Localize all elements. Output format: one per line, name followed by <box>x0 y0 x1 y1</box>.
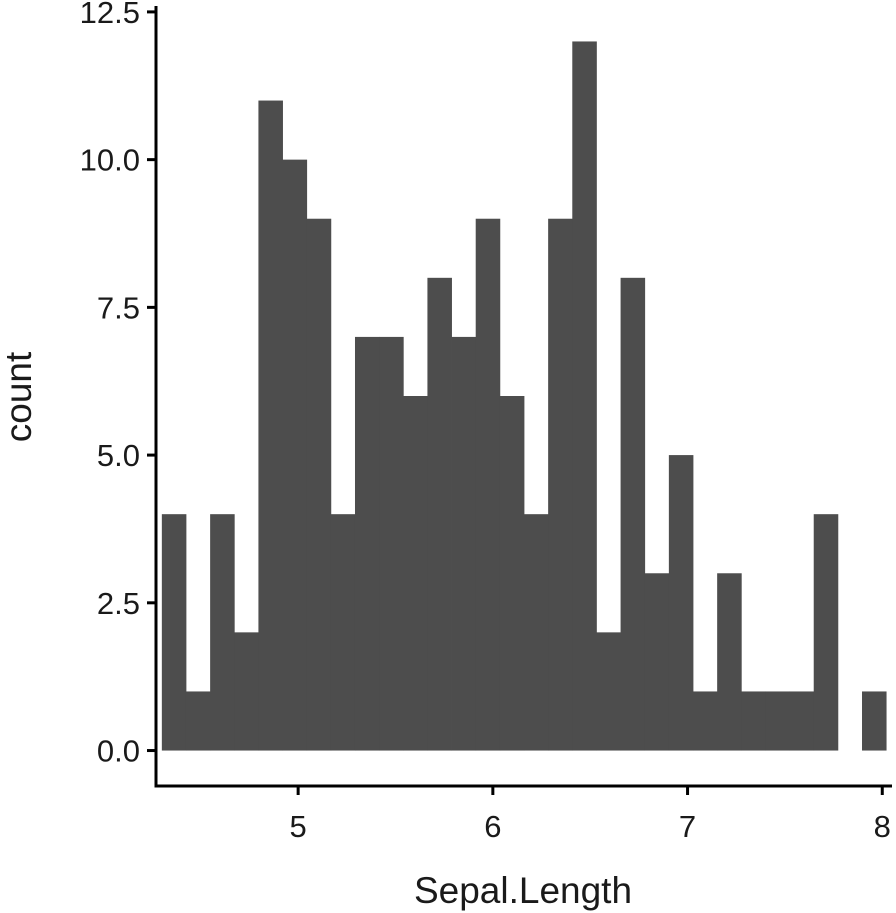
histogram-bar <box>765 691 790 751</box>
histogram-bar <box>572 41 597 751</box>
histogram-bar <box>717 573 742 751</box>
histogram-bar <box>813 514 839 751</box>
bars-group <box>161 41 887 751</box>
histogram-bar <box>306 218 332 751</box>
histogram-bar <box>741 691 766 751</box>
y-axis: 0.0 2.5 5.0 7.5 10.0 12.5 <box>80 0 158 787</box>
y-tick-label: 5.0 <box>97 438 140 473</box>
histogram-bar <box>403 396 428 751</box>
histogram-bar <box>789 691 815 751</box>
x-tick-label: 5 <box>290 809 307 844</box>
histogram-bar <box>161 514 187 751</box>
histogram-bar <box>548 218 573 751</box>
y-tick-label: 0.0 <box>97 734 140 769</box>
x-axis-title: Sepal.Length <box>414 870 632 911</box>
y-tick-label: 12.5 <box>80 0 140 30</box>
histogram-bar <box>596 632 621 751</box>
histogram-bar <box>862 691 887 751</box>
histogram-bar <box>258 100 283 751</box>
x-tick-label: 7 <box>679 809 696 844</box>
x-axis: 5 6 7 8 <box>154 784 892 844</box>
histogram-bar <box>185 691 211 751</box>
x-tick-label: 6 <box>484 809 501 844</box>
y-tick-label: 7.5 <box>97 290 140 325</box>
histogram-bar <box>668 455 694 751</box>
histogram-bar <box>693 691 718 751</box>
x-tick-label: 8 <box>874 809 891 844</box>
histogram-bar <box>282 159 308 751</box>
histogram-bar <box>475 218 501 751</box>
histogram-bar <box>499 396 525 751</box>
histogram-bar <box>354 336 380 751</box>
y-axis-title: count <box>0 351 39 442</box>
histogram-bar <box>524 514 549 751</box>
histogram-bar <box>210 514 235 751</box>
y-tick-label: 2.5 <box>97 586 140 621</box>
histogram-bar <box>234 632 259 751</box>
histogram-bar <box>427 277 452 751</box>
histogram-bar <box>451 336 477 751</box>
histogram-bar <box>379 336 404 751</box>
histogram-bar <box>644 573 670 751</box>
histogram-bar <box>330 514 356 751</box>
histogram-bar <box>620 277 646 751</box>
y-tick-label: 10.0 <box>80 143 140 178</box>
